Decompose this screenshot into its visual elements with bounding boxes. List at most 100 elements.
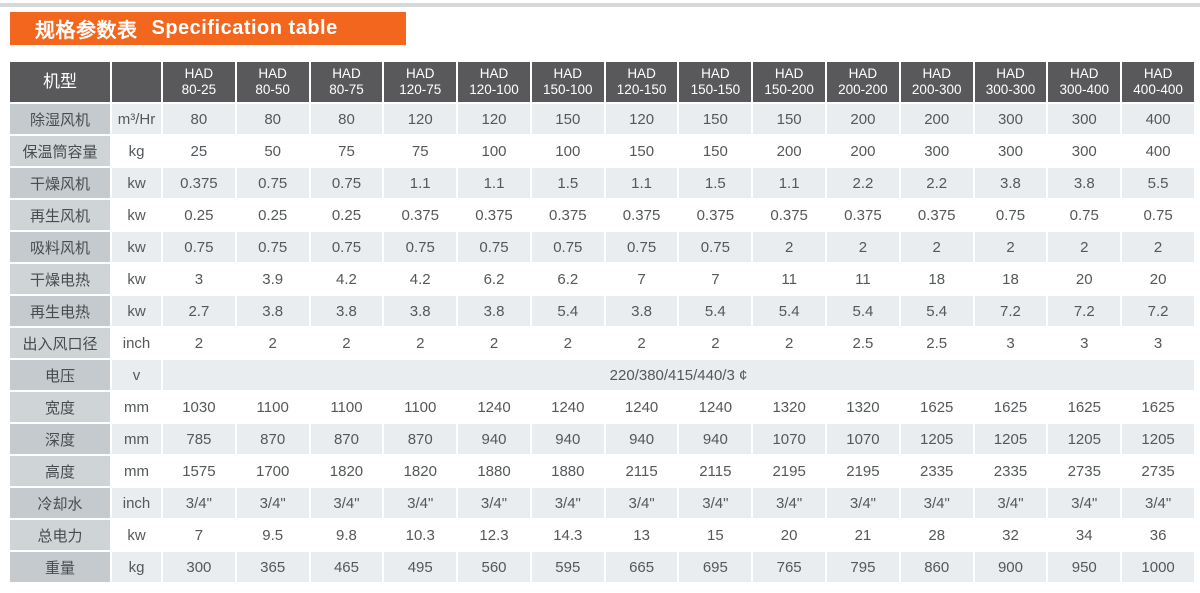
value-cell: 1.1 — [605, 168, 678, 198]
value-cell: 1.5 — [679, 168, 752, 198]
value-cell: 940 — [605, 424, 678, 454]
model-column-header: HAD 80-50 — [236, 62, 309, 102]
section-title-zh: 规格参数表 — [35, 20, 138, 42]
row-unit: kw — [112, 200, 161, 230]
value-cell: 0.375 — [163, 168, 235, 198]
model-column-header: HAD 150-100 — [531, 62, 604, 102]
row-label: 宽度 — [10, 392, 110, 422]
table-row: 出入风口径 inch 2 2 2 2 2 2 2 2 2 2.5 2.5 3 3 3 — [10, 328, 1194, 358]
value-cell: 2 — [1048, 232, 1121, 262]
value-cell: 0.75 — [974, 200, 1047, 230]
value-cell: 795 — [827, 552, 899, 582]
value-cell: 1100 — [384, 392, 457, 422]
row-unit: m³/Hr — [112, 104, 161, 134]
value-cell: 860 — [900, 552, 973, 582]
model-column-header: HAD 200-200 — [827, 62, 899, 102]
row-unit: kg — [112, 136, 161, 166]
value-cell: 0.75 — [605, 232, 678, 262]
value-cell: 3/4" — [827, 488, 899, 518]
value-cell: 21 — [827, 520, 899, 550]
value-cell: 2 — [1122, 232, 1194, 262]
value-cell: 5.4 — [679, 296, 752, 326]
value-cell: 2 — [605, 328, 678, 358]
value-cell: 1240 — [605, 392, 678, 422]
value-cell: 0.25 — [310, 200, 383, 230]
value-cell: 595 — [531, 552, 604, 582]
value-cell: 150 — [753, 104, 826, 134]
value-cell: 200 — [753, 136, 826, 166]
model-column-header: HAD 80-75 — [310, 62, 383, 102]
row-label: 电压 — [10, 360, 110, 390]
row-label: 再生电热 — [10, 296, 110, 326]
value-cell: 2 — [753, 232, 826, 262]
value-cell: 1070 — [827, 424, 899, 454]
value-cell: 1030 — [163, 392, 235, 422]
value-cell: 75 — [384, 136, 457, 166]
row-unit: inch — [112, 328, 161, 358]
value-cell: 3/4" — [679, 488, 752, 518]
value-cell: 34 — [1048, 520, 1121, 550]
value-cell: 365 — [236, 552, 309, 582]
row-label: 冷却水 — [10, 488, 110, 518]
value-cell: 300 — [163, 552, 235, 582]
value-cell: 465 — [310, 552, 383, 582]
value-cell: 2115 — [679, 456, 752, 486]
value-cell: 300 — [1048, 136, 1121, 166]
value-cell: 0.75 — [310, 168, 383, 198]
row-unit: mm — [112, 456, 161, 486]
value-cell: 1205 — [1122, 424, 1194, 454]
value-cell: 150 — [679, 104, 752, 134]
value-cell: 950 — [1048, 552, 1121, 582]
model-column-header: HAD 150-150 — [679, 62, 752, 102]
value-cell: 7.2 — [1122, 296, 1194, 326]
row-label: 除湿风机 — [10, 104, 110, 134]
value-cell: 2 — [384, 328, 457, 358]
value-cell: 400 — [1122, 136, 1194, 166]
value-cell: 0.75 — [163, 232, 235, 262]
value-cell: 80 — [236, 104, 309, 134]
value-cell: 3.8 — [310, 296, 383, 326]
value-cell: 2195 — [827, 456, 899, 486]
value-cell: 9.8 — [310, 520, 383, 550]
row-unit: kw — [112, 520, 161, 550]
value-cell: 7 — [163, 520, 235, 550]
value-cell: 4.2 — [310, 264, 383, 294]
value-cell: 50 — [236, 136, 309, 166]
row-label: 深度 — [10, 424, 110, 454]
value-cell: 2 — [236, 328, 309, 358]
value-cell: 870 — [310, 424, 383, 454]
value-cell: 2.5 — [827, 328, 899, 358]
value-cell: 300 — [974, 104, 1047, 134]
value-cell: 150 — [605, 136, 678, 166]
value-cell: 2335 — [900, 456, 973, 486]
value-cell: 5.4 — [753, 296, 826, 326]
value-cell: 870 — [236, 424, 309, 454]
row-label: 保温筒容量 — [10, 136, 110, 166]
table-row: 干燥电热 kw 3 3.9 4.2 4.2 6.2 6.2 7 7 11 11 18 18 20 20 — [10, 264, 1194, 294]
unit-column-header — [112, 62, 161, 102]
value-cell: 2.2 — [827, 168, 899, 198]
value-cell: 0.25 — [236, 200, 309, 230]
value-cell: 0.375 — [458, 200, 530, 230]
value-cell: 20 — [753, 520, 826, 550]
value-cell: 765 — [753, 552, 826, 582]
value-cell: 6.2 — [531, 264, 604, 294]
value-cell: 1625 — [974, 392, 1047, 422]
value-cell: 2 — [753, 328, 826, 358]
value-cell: 2 — [900, 232, 973, 262]
value-cell: 2735 — [1048, 456, 1121, 486]
value-cell: 3/4" — [753, 488, 826, 518]
value-cell: 1100 — [310, 392, 383, 422]
value-cell: 0.375 — [605, 200, 678, 230]
value-cell: 3.8 — [974, 168, 1047, 198]
value-cell: 0.25 — [163, 200, 235, 230]
value-cell: 0.75 — [236, 168, 309, 198]
value-cell: 3 — [163, 264, 235, 294]
value-cell: 3.9 — [236, 264, 309, 294]
value-cell: 1820 — [310, 456, 383, 486]
value-cell: 5.4 — [900, 296, 973, 326]
value-cell: 0.375 — [753, 200, 826, 230]
value-cell: 13 — [605, 520, 678, 550]
value-cell: 3.8 — [236, 296, 309, 326]
value-cell: 1.5 — [531, 168, 604, 198]
